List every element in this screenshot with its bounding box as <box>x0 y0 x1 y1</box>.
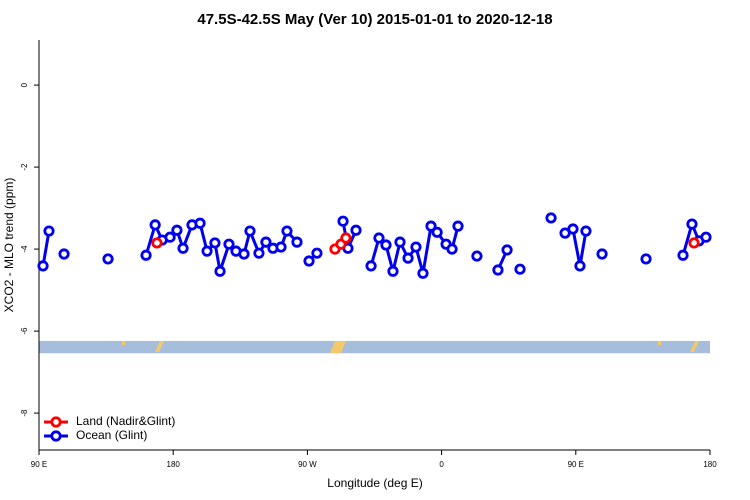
y-tick-label: -2 <box>20 163 29 171</box>
point <box>431 226 443 238</box>
point <box>149 219 161 231</box>
point <box>194 217 206 229</box>
chart-title: 47.5S-42.5S May (Ver 10) 2015-01-01 to 2… <box>197 11 552 28</box>
point <box>151 237 163 249</box>
y-tick-label: -8 <box>20 409 29 417</box>
point <box>580 225 592 237</box>
point <box>492 264 504 276</box>
legend-label: Land (Nadir&Glint) <box>76 414 175 428</box>
point <box>402 252 414 264</box>
point <box>688 237 700 249</box>
point <box>425 220 437 232</box>
point <box>677 249 689 261</box>
point <box>177 242 189 254</box>
x-tick-label: 90 E <box>31 460 47 469</box>
point <box>700 231 712 243</box>
legend-label: Ocean (Glint) <box>76 428 147 442</box>
y-tick-label: -6 <box>20 327 29 335</box>
point <box>640 253 652 265</box>
point <box>514 263 526 275</box>
x-tick-label: 180 <box>167 460 181 469</box>
point <box>58 248 70 260</box>
point <box>686 218 698 230</box>
point <box>452 220 464 232</box>
point <box>387 265 399 277</box>
point <box>140 249 152 261</box>
point <box>574 260 586 272</box>
point <box>238 248 250 260</box>
point <box>567 223 579 235</box>
point <box>37 260 49 272</box>
point <box>260 236 272 248</box>
point <box>43 225 55 237</box>
point <box>164 231 176 243</box>
y-tick-label: 0 <box>20 82 29 87</box>
point <box>275 241 287 253</box>
point <box>350 224 362 236</box>
point <box>365 260 377 272</box>
point <box>394 236 406 248</box>
land-mask <box>122 341 699 353</box>
point <box>253 247 265 259</box>
point <box>340 232 352 244</box>
point <box>214 265 226 277</box>
point <box>291 236 303 248</box>
x-tick-label: 90 W <box>298 460 317 469</box>
point <box>417 267 429 279</box>
y-axis-label: XCO2 - MLO trend (ppm) <box>2 178 16 313</box>
point <box>337 215 349 227</box>
point <box>102 253 114 265</box>
y-tick-label: -4 <box>20 245 29 253</box>
point <box>373 232 385 244</box>
point <box>281 225 293 237</box>
x-axis-label: Longitude (deg E) <box>327 476 422 490</box>
point <box>223 238 235 250</box>
point <box>410 241 422 253</box>
point <box>446 243 458 255</box>
x-tick-label: 0 <box>439 460 444 469</box>
point <box>201 245 213 257</box>
point <box>380 239 392 251</box>
band <box>39 340 710 354</box>
x-tick-label: 180 <box>703 460 717 469</box>
legend-marker <box>50 430 62 442</box>
point <box>596 248 608 260</box>
point <box>545 212 557 224</box>
point <box>171 224 183 236</box>
point <box>471 250 483 262</box>
point <box>311 247 323 259</box>
point <box>209 237 221 249</box>
legend-marker <box>50 416 62 428</box>
point <box>501 244 513 256</box>
point <box>244 225 256 237</box>
x-tick-label: 90 E <box>568 460 584 469</box>
point <box>303 255 315 267</box>
